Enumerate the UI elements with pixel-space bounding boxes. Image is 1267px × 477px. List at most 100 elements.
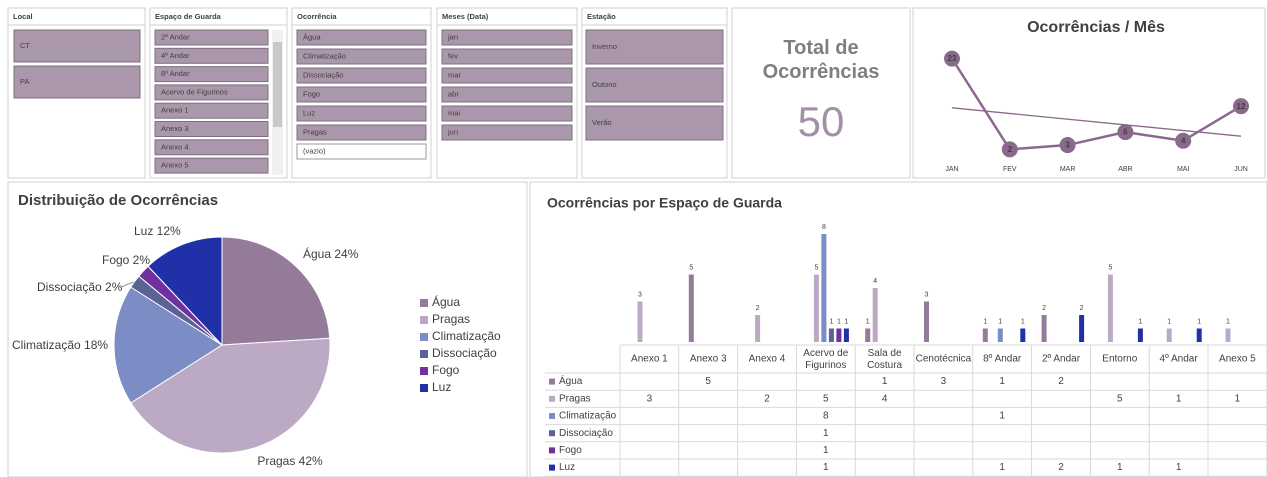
slicer-item[interactable] [13,29,141,63]
slicer-item-label[interactable]: Anexo 5 [161,161,189,170]
kpi-title: Total de Ocorrências [762,37,880,83]
slicer-item[interactable] [296,29,427,46]
bar [872,288,878,342]
bar-label: 2 [1080,305,1084,312]
x-tick-label: ABR [1118,166,1132,173]
bar-label: 2 [756,305,760,312]
slicer-item-label[interactable]: 4º Andar [161,51,190,60]
point-label: 2 [1008,145,1013,154]
legend-swatch [420,333,428,341]
bar-label: 1 [998,318,1002,325]
table-cell: 1 [1117,462,1123,473]
chart-title: Distribuição de Ocorrências [18,192,218,209]
table-cell: 1 [823,462,829,473]
slicer-item[interactable] [585,67,724,103]
pie-slice [113,286,223,404]
slicer-item-label[interactable]: Luz [303,108,315,117]
scrollbar-thumb[interactable] [273,42,282,127]
slicer-item[interactable] [154,121,269,137]
table-cell: 1 [1176,462,1182,473]
slicer-item-label[interactable]: Verão [592,118,612,127]
slicer-item-label[interactable]: Anexo 3 [161,124,189,133]
bar-label: 1 [983,318,987,325]
slicer-item[interactable] [585,29,724,65]
slicer-item-label[interactable]: abr [448,89,459,98]
point-label: 3 [1065,141,1070,150]
slicer-item-label[interactable]: Anexo 1 [161,106,189,115]
bar [982,328,988,342]
point-label: 6 [1123,128,1128,137]
table-cell: 2 [764,393,770,404]
slicer-item-label[interactable]: Inverno [592,42,617,51]
slicer-item[interactable] [154,29,269,46]
bar-label: 5 [689,264,693,271]
slicer-item[interactable] [441,124,573,141]
slicer-item[interactable] [585,105,724,141]
slicer-item-label[interactable]: Pragas [303,127,327,136]
slicer-item-label[interactable]: mai [448,108,460,117]
series-label: Dissociação [559,428,613,439]
slicer-item-label[interactable]: Climatização [303,51,346,60]
slicer-item-label[interactable]: Outono [592,80,617,89]
slicer-item[interactable] [296,124,427,141]
slicer-item-label[interactable]: Água [303,32,321,41]
slicer-item[interactable] [154,157,269,174]
panel [731,7,911,179]
slicer-item-label[interactable]: jun [447,127,458,136]
slicer-item[interactable] [13,65,141,99]
x-tick-label: MAI [1177,166,1190,173]
slicer-item[interactable] [296,86,427,103]
slicer-item-label[interactable]: PA [20,77,29,86]
legend-label: Fogo [432,363,460,377]
slicer-item[interactable] [296,143,427,160]
pie-slice [221,236,331,346]
category-label: Anexo 1 [631,354,668,365]
series-label: Água [559,374,583,387]
series-label: Climatização [559,411,617,422]
slicer-item[interactable] [441,105,573,122]
slicer-item-label[interactable]: Dissociação [303,70,343,79]
series-label: Fogo [559,445,582,456]
category-label: Sala de Costura [867,348,902,371]
slicer-item-label[interactable]: Anexo 4 [161,142,189,151]
slicer-item[interactable] [296,105,427,122]
bar-label: 1 [1138,318,1142,325]
slicer-item[interactable] [154,66,269,83]
slicer-item[interactable] [441,86,573,103]
legend-swatch [549,413,555,419]
category-label: Entorno [1102,354,1137,365]
legend-swatch [420,316,428,324]
bar-label: 1 [837,318,841,325]
slicer-item-label[interactable]: Fogo [303,89,320,98]
table-cell: 1 [1235,393,1241,404]
legend-label: Água [432,294,460,309]
legend-swatch [549,430,555,437]
line-point [944,50,960,67]
slicer-item-label[interactable]: fev [448,51,458,60]
bar [1107,274,1113,342]
slicer-item[interactable] [154,139,269,156]
slicer-item[interactable] [441,29,573,46]
slicer-item-label[interactable]: 8º Andar [161,69,190,78]
slicer-item[interactable] [296,48,427,65]
slicer-item-label[interactable]: jan [447,32,458,41]
bar-label: 3 [638,291,642,298]
slicer-item[interactable] [154,102,269,119]
slicer-item[interactable] [441,67,573,84]
slicer-item[interactable] [441,48,573,65]
slicer-item[interactable] [154,47,269,64]
slicer-item-label[interactable]: CT [20,41,30,50]
pie-slice [130,337,331,454]
table-cell: 1 [1176,393,1182,404]
slicer-item-label[interactable]: mar [448,70,461,79]
slicer-item[interactable] [154,84,269,101]
slicer-item-label[interactable]: 2º Andar [161,32,190,41]
slicer-item-label[interactable]: (vazio) [303,146,326,155]
slicer-item-label[interactable]: Acervo de Figurinos [161,87,228,96]
bar [1166,328,1172,342]
slicer-item[interactable] [296,67,427,84]
bar [688,274,694,342]
table-cell: 8 [823,411,829,422]
bar-label: 1 [866,318,870,325]
